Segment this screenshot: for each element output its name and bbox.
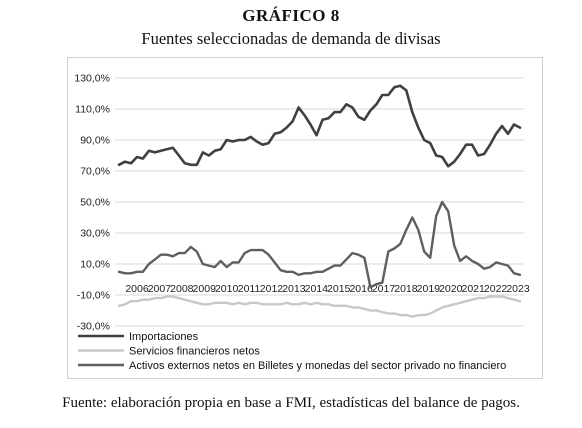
series-line <box>117 84 522 168</box>
series-line <box>117 200 522 289</box>
x-tick-label: 2007 <box>148 283 172 295</box>
chart-title: GRÁFICO 8 <box>242 6 340 25</box>
y-tick-label: 70,0% <box>80 166 110 178</box>
x-tick-label: 2008 <box>170 283 194 295</box>
x-tick-label: 2011 <box>238 283 261 295</box>
x-tick-label: 2016 <box>349 283 373 295</box>
x-tick-label: 2018 <box>394 283 418 295</box>
x-tick-label: 2017 <box>372 283 396 295</box>
y-tick-label: 90,0% <box>80 135 110 147</box>
x-tick-label: 2012 <box>260 283 284 295</box>
legend-label: Servicios financieros netos <box>129 346 260 358</box>
y-tick-label: -30,0% <box>77 321 110 333</box>
y-tick-label: 10,0% <box>80 259 110 271</box>
line-chart: -30,0% -10,0% 10,0% 30,0% 50,0% 70,0% 90,0% 110… <box>74 73 530 373</box>
series-line <box>117 295 522 318</box>
legend-label: Activos externos netos en Billetes y mon… <box>129 360 506 372</box>
legend-label: Importaciones <box>129 331 199 343</box>
chart-subtitle: Fuentes seleccionadas de demanda de divi… <box>141 29 441 48</box>
x-tick-label: 2022 <box>484 283 508 295</box>
x-tick-label: 2021 <box>461 283 485 295</box>
x-tick-label: 2019 <box>417 283 441 295</box>
source-note: Fuente: elaboración propia en base a FMI… <box>62 395 520 411</box>
chart-frame: -30,0% -10,0% 10,0% 30,0% 50,0% 70,0% 90,0% 110… <box>67 57 543 379</box>
y-tick-label: 30,0% <box>80 228 110 240</box>
x-tick-label: 2006 <box>125 283 149 295</box>
x-tick-label: 2014 <box>305 283 329 295</box>
x-tick-label: 2023 <box>506 283 530 295</box>
x-tick-label: 2020 <box>439 283 463 295</box>
x-tick-label: 2013 <box>282 283 306 295</box>
x-tick-label: 2009 <box>193 283 217 295</box>
x-tick-label: 2015 <box>327 283 351 295</box>
y-tick-label: -10,0% <box>77 290 110 302</box>
y-tick-label: 50,0% <box>80 197 110 209</box>
y-tick-label: 130,0% <box>74 73 110 85</box>
x-tick-label: 2010 <box>215 283 239 295</box>
y-tick-label: 110,0% <box>75 104 110 116</box>
